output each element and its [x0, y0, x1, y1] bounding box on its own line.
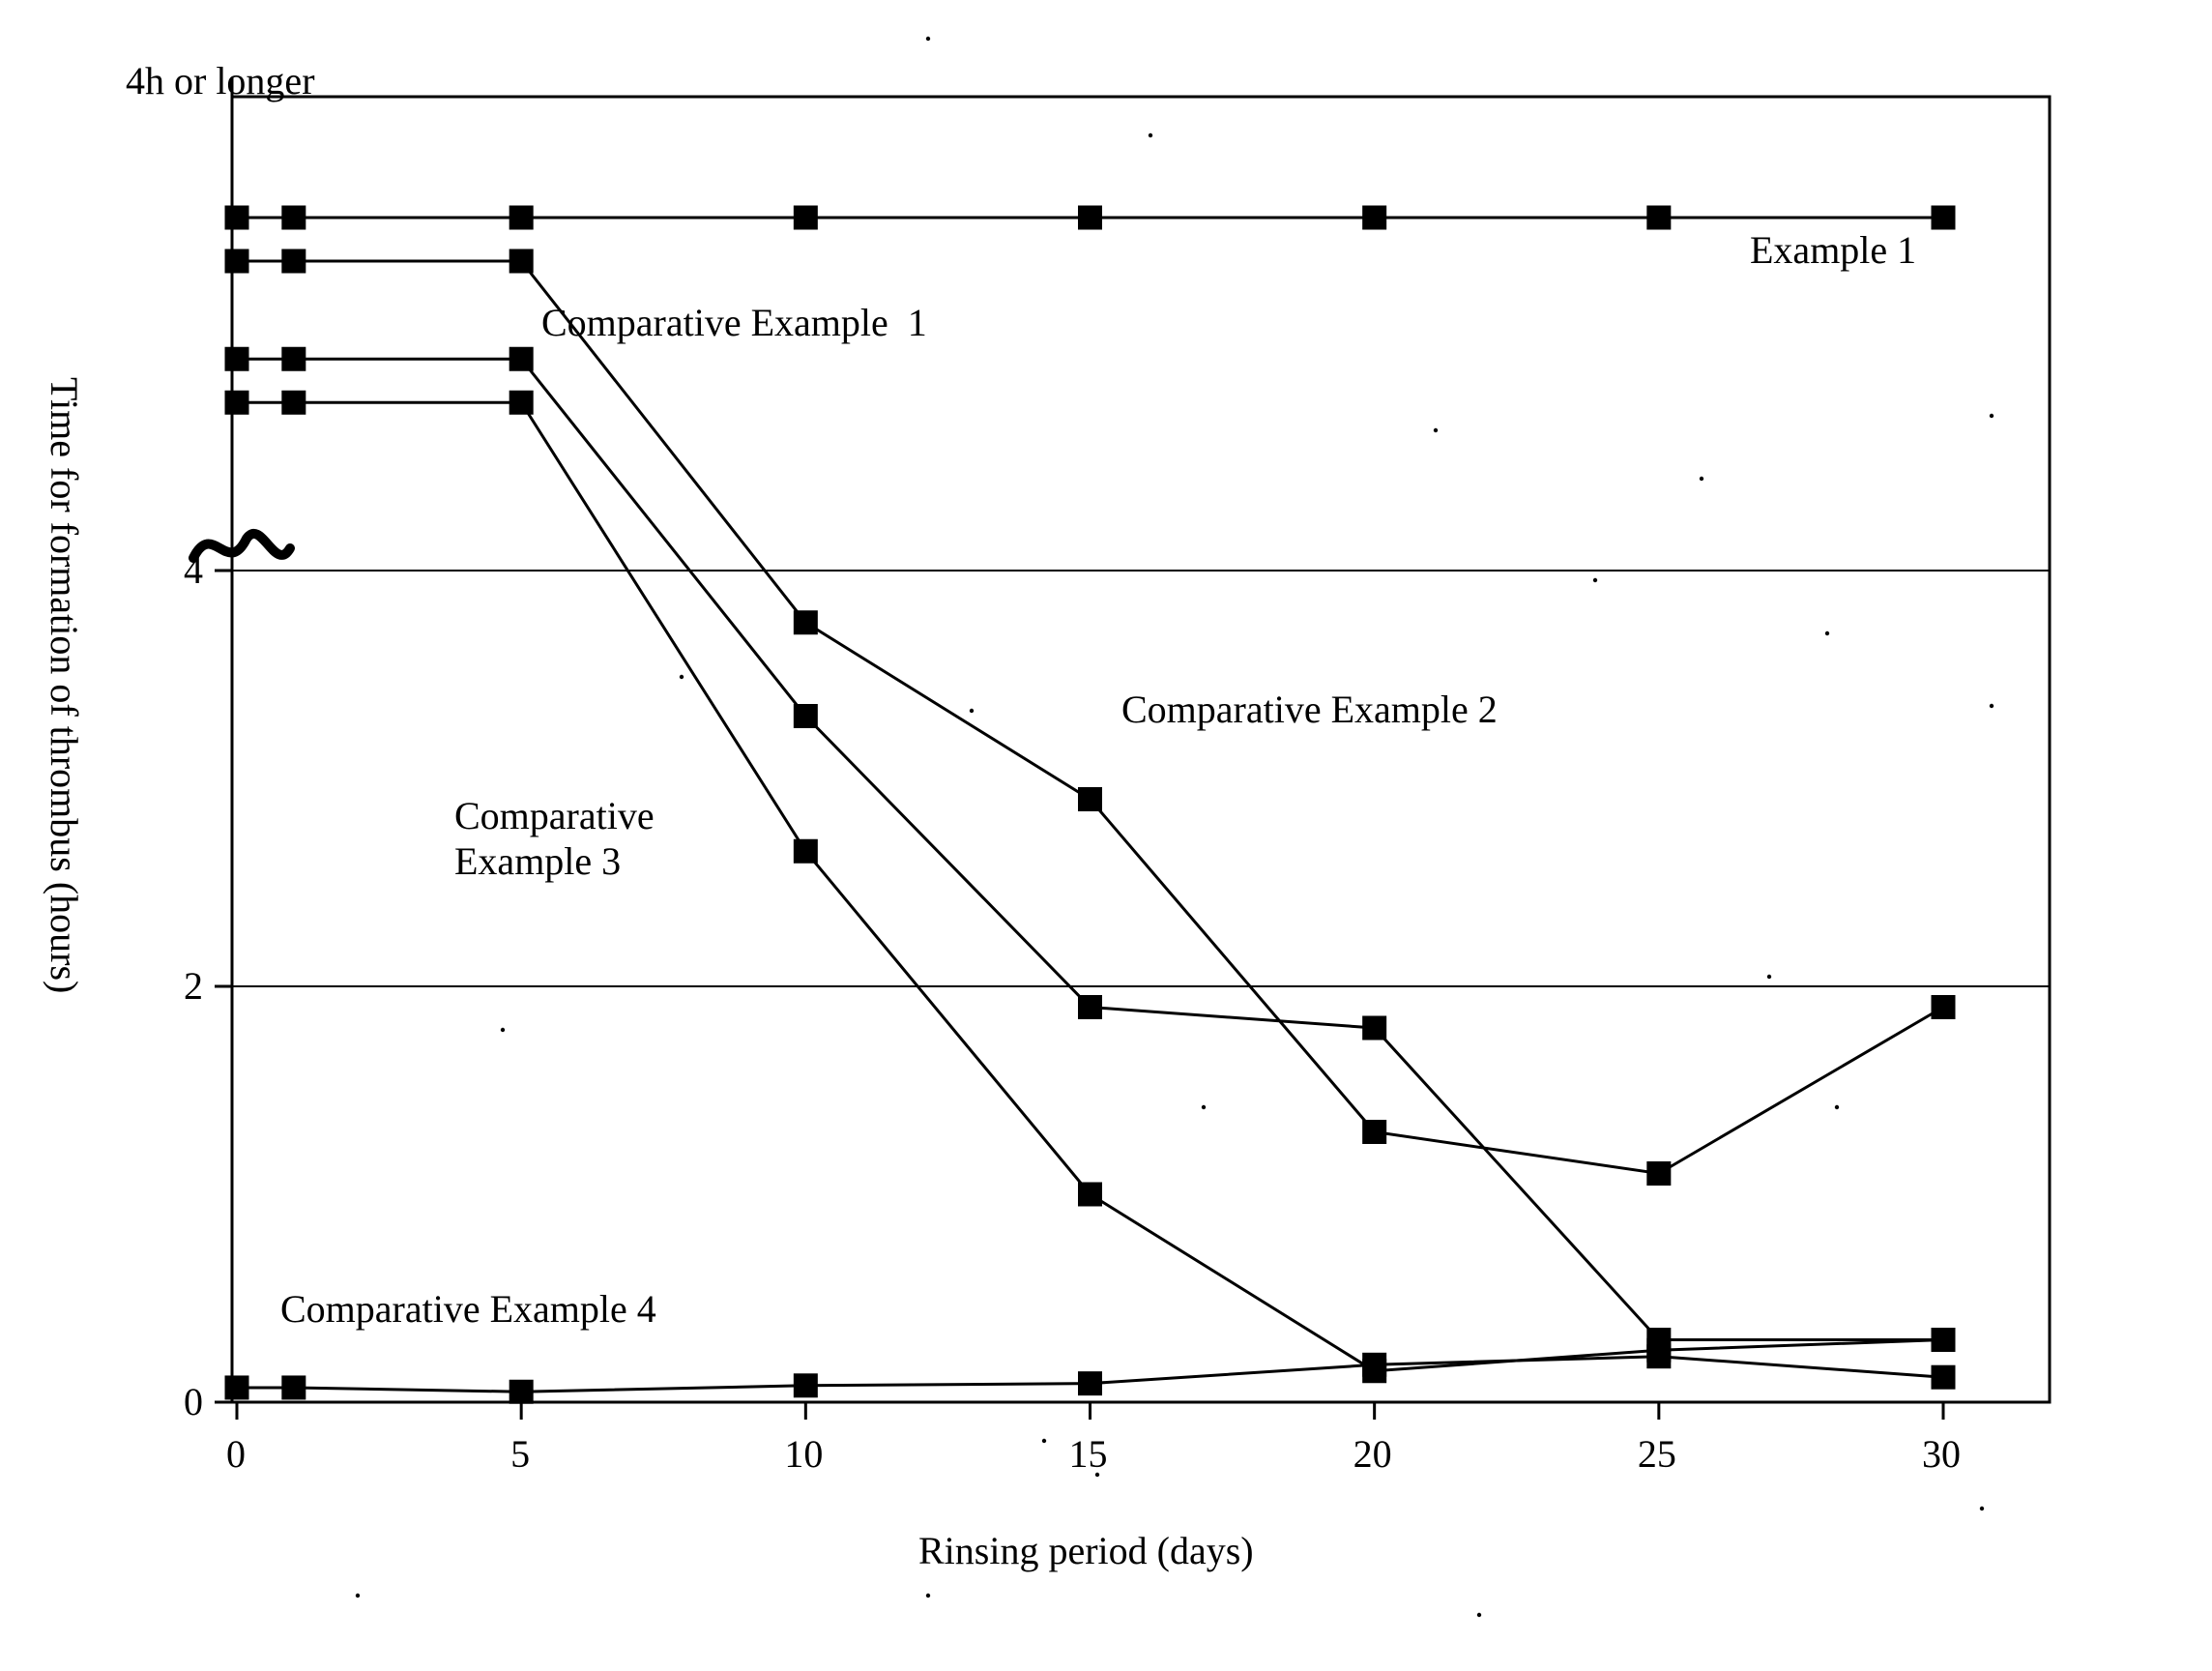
- chart-container: 4h or longer Time for formation of throm…: [0, 0, 2212, 1671]
- x-tick-15: 15: [1069, 1431, 1108, 1477]
- series-label-comp-2: Comparative Example 2: [1121, 687, 1498, 732]
- x-tick-10: 10: [784, 1431, 823, 1477]
- y-axis-label: Time for formation of thrombus (hours): [42, 377, 87, 993]
- top-note: 4h or longer: [126, 58, 315, 103]
- x-tick-0: 0: [226, 1431, 246, 1477]
- y-tick-2: 2: [184, 963, 203, 1009]
- x-axis-label: Rinsing period (days): [918, 1528, 1254, 1573]
- x-tick-5: 5: [510, 1431, 530, 1477]
- series-label-comp-4: Comparative Example 4: [280, 1286, 656, 1332]
- series-label-example-1: Example 1: [1750, 227, 1916, 273]
- x-tick-25: 25: [1638, 1431, 1676, 1477]
- series-label-comp-1: Comparative Example 1: [541, 300, 927, 345]
- series-label-comp-3: Comparative Example 3: [454, 793, 655, 884]
- y-tick-4: 4: [184, 547, 203, 593]
- x-tick-30: 30: [1922, 1431, 1961, 1477]
- y-tick-0: 0: [184, 1379, 203, 1424]
- x-tick-20: 20: [1353, 1431, 1392, 1477]
